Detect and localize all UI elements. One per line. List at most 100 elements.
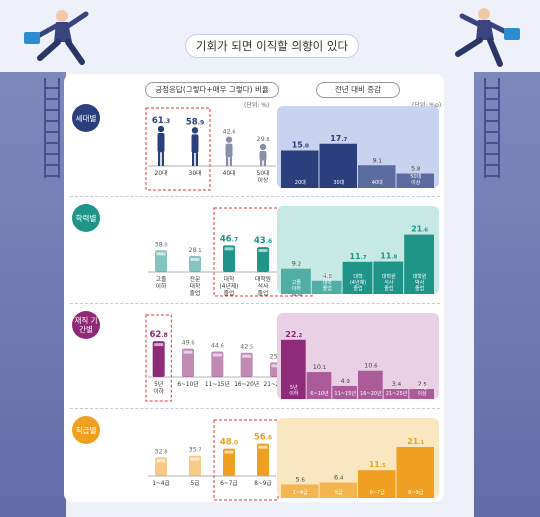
value-label: 44.6	[211, 342, 224, 350]
value-label: 28.1	[188, 246, 201, 254]
category-label: 1~4급	[152, 480, 170, 487]
change-bar	[319, 482, 357, 498]
change-category-label: 전문	[323, 273, 333, 280]
category-label: 50대	[257, 169, 270, 177]
category-label: 8~9급	[254, 480, 272, 487]
change-category-label: 대학원	[413, 273, 427, 280]
value-label: 29.8	[256, 135, 269, 143]
change-value-label: 21.6	[411, 225, 428, 234]
change-category-label: 30대	[333, 179, 344, 186]
highlight-box	[145, 107, 211, 191]
category-label: 6~10년	[177, 380, 198, 388]
change-bar	[319, 143, 357, 188]
category-label: 이하	[153, 387, 164, 395]
category-label: 5급	[190, 480, 200, 487]
right-unit: (단위: %p)	[412, 100, 441, 109]
page-title: 기회가 되면 이직할 의향이 있다	[185, 34, 359, 58]
category-label: 전문	[190, 275, 201, 283]
change-category-label: 5년	[290, 384, 298, 391]
category-label: 30대	[189, 169, 202, 177]
change-chart-1: 9.2고졸이하4.8전문대학졸업11.7대학(4년제)졸업11.8대학원석사졸업…	[281, 225, 434, 294]
change-value-label: 15.0	[292, 141, 309, 150]
change-value-label: 10.6	[364, 362, 378, 370]
change-value-label: 22.2	[285, 330, 302, 339]
value-label: 43.6	[254, 236, 272, 246]
change-category-label: 대학원	[382, 273, 396, 280]
change-category-label: 석사	[384, 279, 394, 286]
change-category-label: 16~20년	[360, 390, 382, 397]
right-ladder	[484, 78, 500, 178]
category-label: 16~20년	[234, 380, 259, 388]
category-label: 21~25년	[264, 380, 289, 388]
change-category-label: 6~7급	[370, 490, 386, 496]
change-bar	[404, 234, 434, 294]
bar-cap	[154, 343, 164, 347]
value-label: 49.6	[181, 339, 194, 347]
bar	[152, 341, 165, 377]
category-label: 졸업	[258, 289, 269, 297]
bar-cap	[224, 450, 234, 454]
category-label: 5년	[154, 380, 163, 388]
bar	[189, 455, 201, 476]
category-label: 고졸	[156, 276, 167, 283]
change-bar	[409, 389, 434, 399]
highlight-box	[145, 314, 172, 402]
section-divider	[70, 408, 440, 409]
change-bar	[281, 339, 306, 399]
change-category-label: 졸업	[353, 285, 362, 292]
category-label: 6~7급	[220, 480, 238, 487]
change-bar	[373, 261, 404, 294]
bar-cap	[224, 247, 234, 251]
bar-cap	[183, 350, 193, 354]
category-label: 석사	[258, 282, 269, 290]
change-bar	[332, 385, 357, 399]
bar-cap	[156, 252, 166, 256]
change-bar	[383, 389, 409, 399]
change-value-label: 2.5	[417, 380, 427, 388]
person-mark	[225, 136, 233, 166]
person-mark	[157, 125, 165, 166]
change-bar	[358, 370, 383, 399]
category-label: 40대	[223, 169, 236, 177]
change-category-label: 대학	[353, 273, 363, 280]
change-category-label: 50대	[410, 173, 421, 180]
change-category-label: 이하	[292, 285, 302, 292]
change-category-label: 이상	[411, 179, 421, 186]
left-header: 긍정응답(그렇다+매우 그렇다) 비율	[145, 82, 279, 98]
change-category-label: 5급	[335, 490, 343, 496]
bar-cap	[242, 354, 252, 358]
section-divider	[70, 196, 440, 197]
change-category-label: 이하	[289, 390, 299, 397]
change-category-label: 40대	[372, 179, 383, 186]
category-label: 대학	[224, 275, 235, 283]
change-bar	[281, 484, 319, 498]
bar-cap	[156, 459, 166, 463]
bar	[257, 443, 269, 476]
change-value-label: 21.1	[407, 437, 424, 446]
category-label: 11~15년	[205, 380, 230, 388]
left-ladder	[44, 78, 60, 178]
section-divider	[70, 303, 440, 304]
highlight-box	[213, 419, 279, 501]
change-category-label: 졸업	[323, 285, 332, 292]
change-bar	[396, 173, 434, 188]
change-value-label: 4.9	[340, 377, 350, 385]
category-label: 대학원	[255, 275, 271, 283]
value-label: 56.6	[254, 433, 272, 443]
category-label: 20대	[155, 169, 168, 177]
change-category-label: 고졸	[292, 280, 302, 286]
change-value-label: 10.1	[313, 363, 327, 371]
change-value-label: 11.8	[380, 252, 397, 261]
person-mark	[191, 127, 199, 166]
bar-cap	[212, 353, 222, 357]
change-bar	[358, 470, 396, 498]
section-badge: 직급별	[72, 416, 100, 444]
value-label: 58.9	[186, 117, 204, 127]
category-label: 이하	[156, 282, 167, 290]
change-category-label: 1~4급	[293, 490, 309, 496]
right-header: 전년 대비 증감	[316, 82, 400, 98]
category-label: 졸업	[190, 289, 201, 297]
value-label: 42.5	[240, 343, 253, 351]
category-label: 이상	[258, 176, 269, 184]
bar	[211, 351, 224, 377]
